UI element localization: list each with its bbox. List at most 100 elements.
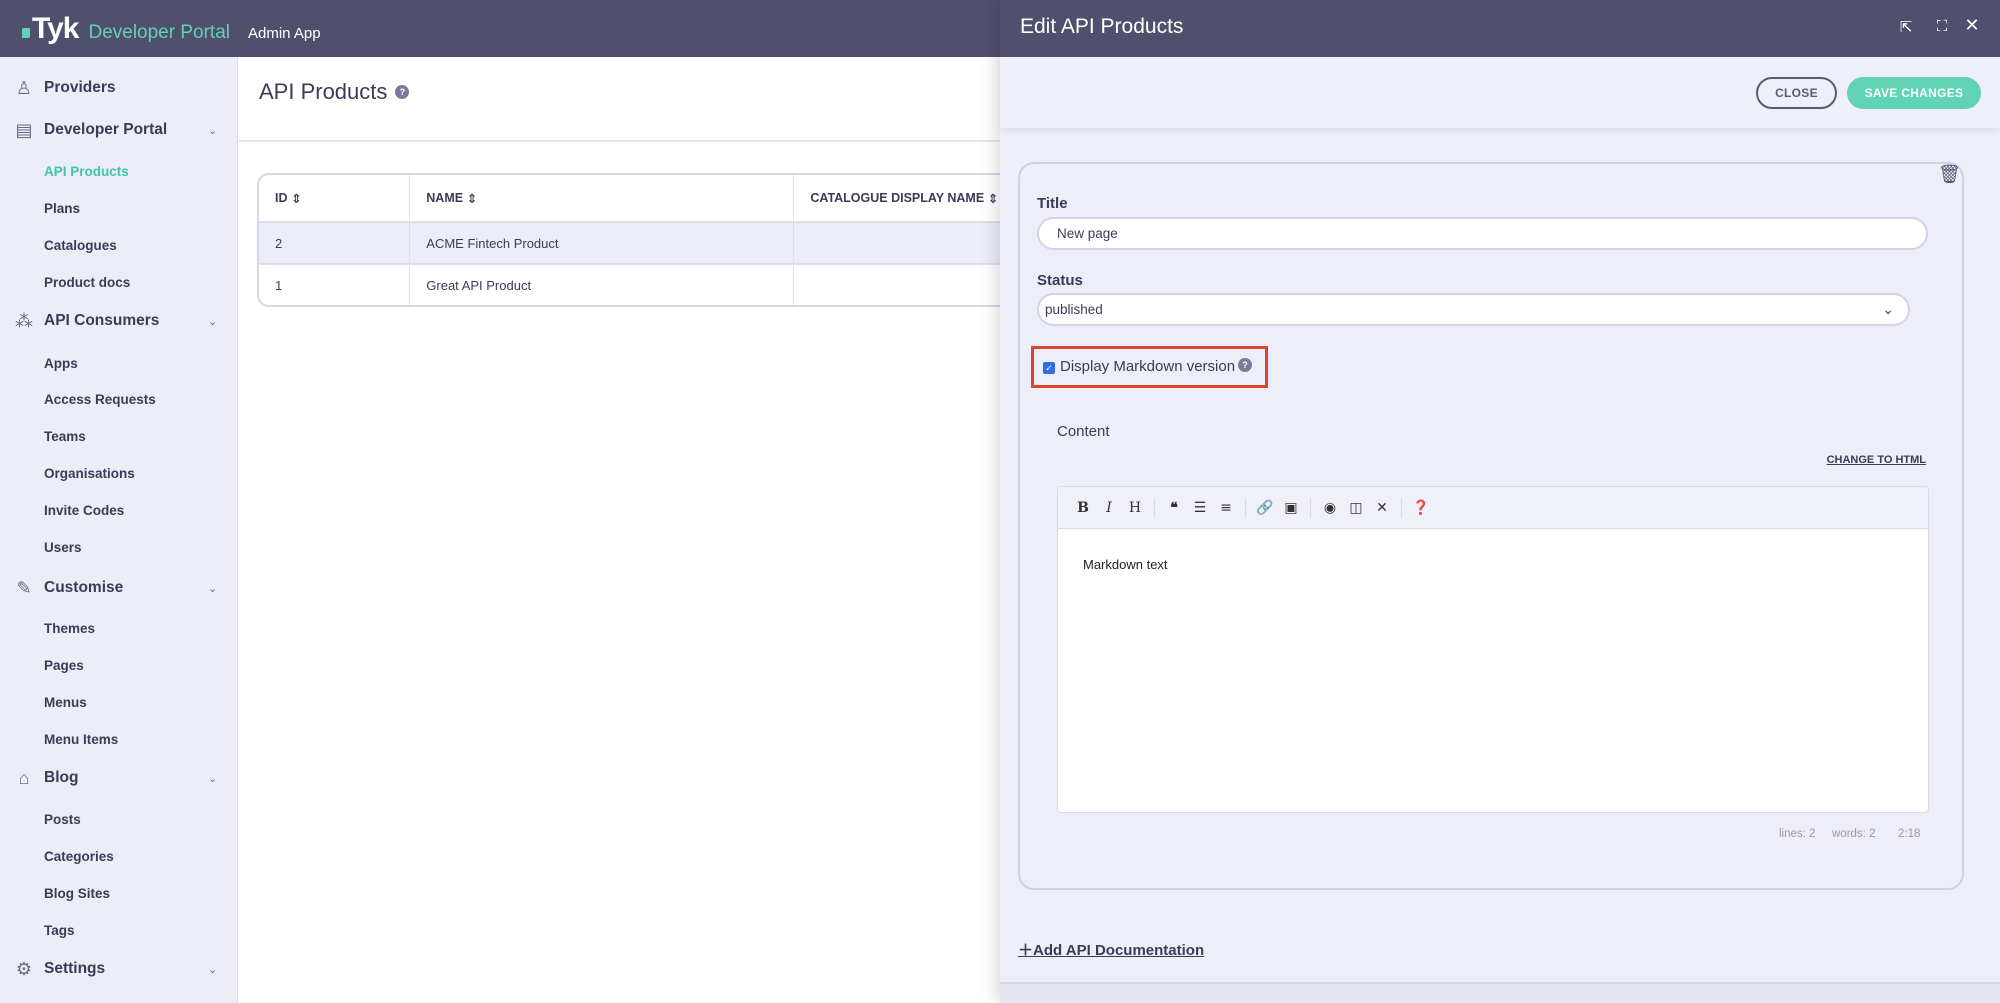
sidebar-item-plans[interactable]: Plans bbox=[44, 201, 81, 216]
sidebar-section-blog[interactable]: ⌂ Blog ⌄ bbox=[0, 763, 238, 793]
sidebar-section-settings[interactable]: ⚙ Settings ⌄ bbox=[0, 954, 238, 984]
markdown-editor[interactable]: B I H ❝ ☰ ≡ 🔗 ▣ ◉ ◫ ✕ ❓ Markdown text bbox=[1057, 486, 1929, 813]
app-name: Admin App bbox=[248, 25, 321, 42]
guide-icon[interactable]: ❓ bbox=[1412, 499, 1430, 516]
divider bbox=[239, 140, 1000, 142]
fullscreen-icon[interactable]: ⛶ bbox=[1936, 18, 1948, 35]
sidebar-item-catalogues[interactable]: Catalogues bbox=[44, 238, 117, 253]
fullscreen-icon[interactable]: ✕ bbox=[1376, 499, 1388, 516]
italic-icon[interactable]: I bbox=[1106, 499, 1112, 516]
api-consumers-icon: ⁂ bbox=[15, 311, 33, 331]
cell-id: 1 bbox=[259, 265, 411, 305]
drawer-toolbar: CLOSE SAVE CHANGES bbox=[1000, 57, 2000, 128]
bold-icon[interactable]: B bbox=[1077, 499, 1089, 516]
chevron-down-icon: ⌄ bbox=[208, 772, 218, 785]
sidebar-section-providers[interactable]: ♙ Providers bbox=[0, 73, 238, 103]
sidebar-item-pages[interactable]: Pages bbox=[44, 658, 84, 673]
sidebar-item-apps[interactable]: Apps bbox=[44, 356, 78, 371]
help-icon[interactable]: ? bbox=[395, 85, 410, 99]
image-icon[interactable]: ▣ bbox=[1284, 499, 1298, 516]
sidebar-item-users[interactable]: Users bbox=[44, 540, 82, 555]
product-name: Developer Portal bbox=[88, 22, 230, 43]
page-title-text: API Products bbox=[259, 79, 388, 104]
sidebar-item-teams[interactable]: Teams bbox=[44, 429, 86, 444]
quote-icon[interactable]: ❝ bbox=[1170, 499, 1178, 516]
chevron-down-icon: ⌄ bbox=[208, 963, 218, 976]
close-button[interactable]: CLOSE bbox=[1756, 77, 1837, 109]
add-api-documentation-link[interactable]: ＋Add API Documentation bbox=[1018, 942, 1205, 959]
sidebar-section-developer-portal[interactable]: ▤ Developer Portal ⌄ bbox=[0, 115, 238, 145]
markdown-checkbox-label[interactable]: Display Markdown version bbox=[1060, 358, 1236, 375]
editor-toolbar: B I H ❝ ☰ ≡ 🔗 ▣ ◉ ◫ ✕ ❓ bbox=[1058, 487, 1928, 529]
chevron-down-icon: ⌄ bbox=[208, 582, 218, 595]
column-header-id[interactable]: ID ⇕ bbox=[259, 175, 411, 221]
products-table: ID ⇕ NAME ⇕ CATALOGUE DISPLAY NAME ⇕ 2 A… bbox=[257, 173, 1057, 307]
drawer-title: Edit API Products bbox=[1020, 15, 1184, 38]
sidebar-item-blog-sites[interactable]: Blog Sites bbox=[44, 886, 111, 901]
sidebar-item-tags[interactable]: Tags bbox=[44, 923, 75, 938]
table-row[interactable]: 1 Great API Product bbox=[259, 263, 1055, 305]
close-icon[interactable]: ✕ bbox=[1964, 15, 1980, 35]
open-external-icon[interactable]: ⇱ bbox=[1899, 19, 1913, 36]
sidebar-item-menu-items[interactable]: Menu Items bbox=[44, 732, 119, 747]
editor-text[interactable]: Markdown text bbox=[1083, 557, 1168, 572]
preview-icon[interactable]: ◉ bbox=[1323, 499, 1337, 516]
page-title: API Products? bbox=[259, 79, 410, 105]
sort-icon: ⇕ bbox=[987, 191, 999, 206]
link-icon[interactable]: 🔗 bbox=[1256, 499, 1274, 516]
cell-name: Great API Product bbox=[410, 265, 795, 305]
ordered-list-icon[interactable]: ≡ bbox=[1220, 499, 1232, 516]
sidebar-item-access-requests[interactable]: Access Requests bbox=[44, 392, 156, 407]
developer-portal-icon: ▤ bbox=[15, 120, 33, 140]
main-content: API Products? ID ⇕ NAME ⇕ CATALOGUE DISP… bbox=[239, 57, 1057, 1003]
chevron-down-icon: ⌄ bbox=[208, 124, 218, 137]
cell-id: 2 bbox=[259, 223, 411, 263]
sidebar-item-product-docs[interactable]: Product docs bbox=[44, 275, 131, 290]
editor-cursor: 2:18 bbox=[1898, 828, 1921, 840]
sidebar-section-customise[interactable]: ✎ Customise ⌄ bbox=[0, 573, 238, 603]
status-label: Status bbox=[1037, 272, 1083, 289]
markdown-highlight: ✓ Display Markdown version ? bbox=[1031, 346, 1268, 388]
logo[interactable]: Tyk Developer Portal Admin App bbox=[22, 12, 321, 46]
sidebar-item-categories[interactable]: Categories bbox=[44, 849, 114, 864]
editor-words: words: 2 bbox=[1832, 828, 1876, 840]
logo-wordmark: Tyk bbox=[22, 12, 79, 46]
trash-icon[interactable]: 🗑 bbox=[1938, 164, 1961, 184]
sort-icon: ⇕ bbox=[466, 191, 478, 206]
chevron-down-icon: ⌄ bbox=[208, 315, 218, 328]
sidebar-section-api-consumers[interactable]: ⁂ API Consumers ⌄ bbox=[0, 306, 238, 336]
sidebar-item-invite-codes[interactable]: Invite Codes bbox=[44, 503, 125, 518]
sidebar-item-organisations[interactable]: Organisations bbox=[44, 466, 135, 481]
table-row[interactable]: 2 ACME Fintech Product bbox=[259, 221, 1055, 263]
blog-icon: ⌂ bbox=[18, 768, 30, 788]
unordered-list-icon[interactable]: ☰ bbox=[1193, 499, 1207, 516]
sidebar-item-posts[interactable]: Posts bbox=[44, 812, 81, 827]
drawer-header: Edit API Products ⇱ ⛶ ✕ bbox=[1000, 0, 2000, 57]
table-header: ID ⇕ NAME ⇕ CATALOGUE DISPLAY NAME ⇕ bbox=[259, 175, 1055, 221]
cell-name: ACME Fintech Product bbox=[410, 223, 795, 263]
status-value: published bbox=[1045, 302, 1103, 317]
sidebar: ♙ Providers ▤ Developer Portal ⌄ API Produc… bbox=[0, 57, 238, 1003]
heading-icon[interactable]: H bbox=[1128, 499, 1142, 516]
edit-drawer: Edit API Products ⇱ ⛶ ✕ CLOSE SAVE CHANG… bbox=[1000, 0, 2000, 1003]
chevron-down-icon: ⌄ bbox=[1882, 301, 1894, 317]
sort-icon: ⇕ bbox=[290, 191, 302, 206]
markdown-checkbox[interactable]: ✓ bbox=[1043, 362, 1055, 374]
column-header-name[interactable]: NAME ⇕ bbox=[410, 175, 795, 221]
sidebar-item-api-products[interactable]: API Products bbox=[44, 164, 129, 179]
content-label: Content bbox=[1057, 423, 1110, 440]
plus-icon: ＋ bbox=[1018, 942, 1034, 959]
title-input[interactable]: New page bbox=[1037, 217, 1928, 250]
drawer-footer bbox=[1000, 982, 2000, 1003]
help-icon[interactable]: ? bbox=[1238, 358, 1252, 372]
page-card: 🗑 Title New page Status published ⌄ ✓ Dis… bbox=[1018, 162, 1964, 890]
change-to-html-link[interactable]: CHANGE TO HTML bbox=[1826, 454, 1926, 466]
gear-icon: ⚙ bbox=[15, 959, 33, 979]
brush-icon: ✎ bbox=[16, 578, 32, 598]
side-by-side-icon[interactable]: ◫ bbox=[1349, 499, 1363, 516]
title-label: Title bbox=[1037, 195, 1068, 212]
status-select[interactable]: published ⌄ bbox=[1037, 293, 1910, 326]
sidebar-item-themes[interactable]: Themes bbox=[44, 621, 96, 636]
save-changes-button[interactable]: SAVE CHANGES bbox=[1847, 77, 1981, 109]
sidebar-item-menus[interactable]: Menus bbox=[44, 695, 87, 710]
